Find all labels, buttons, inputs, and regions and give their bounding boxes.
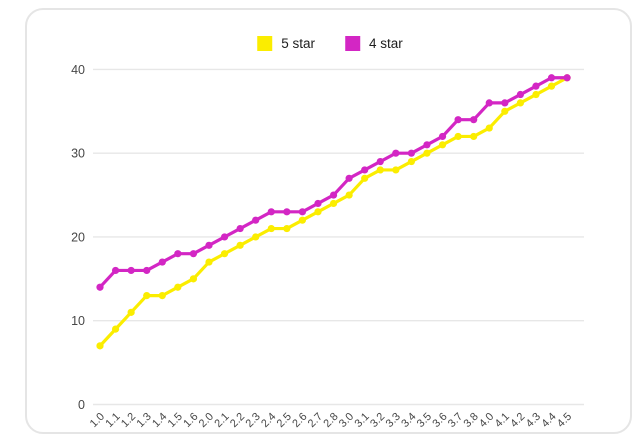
- data-point-4-star-3.8: [470, 116, 478, 124]
- data-point-5-star-3.8: [470, 132, 478, 141]
- series-line-5-star: [98, 76, 569, 348]
- data-point-4-star-1.2: [127, 266, 135, 275]
- legend-item-5-star: 5 star: [257, 36, 315, 51]
- data-point-4-star-1.0: [96, 283, 104, 291]
- data-point-5-star-3.3: [392, 166, 400, 174]
- chart-legend: 5 star 4 star: [257, 36, 403, 51]
- series-line-4-star: [98, 76, 569, 289]
- data-point-4-star-2.2: [236, 224, 244, 233]
- data-point-4-star-3.3: [392, 149, 400, 157]
- data-point-5-star-2.2: [236, 241, 244, 249]
- data-point-5-star-1.0: [96, 342, 104, 350]
- data-point-5-star-3.2: [376, 166, 384, 174]
- data-point-4-star-4.1: [501, 99, 509, 107]
- data-point-4-star-2.7: [314, 199, 322, 208]
- y-tick-label-40: 40: [71, 63, 85, 77]
- data-point-5-star-3.4: [407, 157, 415, 166]
- y-tick-label-30: 30: [71, 147, 85, 161]
- data-point-4-star-1.4: [158, 258, 166, 266]
- data-point-4-star-4.5: [563, 74, 571, 82]
- data-point-5-star-2.3: [252, 233, 260, 241]
- data-point-5-star-3.1: [361, 174, 369, 182]
- data-point-5-star-2.4: [267, 224, 275, 233]
- data-point-4-star-4.0: [485, 99, 493, 107]
- data-point-5-star-3.0: [345, 191, 353, 199]
- data-point-4-star-4.2: [516, 90, 524, 99]
- data-point-4-star-3.1: [361, 166, 369, 174]
- data-point-5-star-2.7: [314, 208, 322, 216]
- data-point-4-star-3.7: [454, 116, 462, 124]
- data-point-5-star-4.0: [485, 124, 493, 132]
- legend-label-4-star: 4 star: [369, 36, 403, 51]
- y-tick-label-20: 20: [71, 230, 85, 244]
- data-point-4-star-2.1: [220, 233, 229, 241]
- legend-label-5-star: 5 star: [281, 36, 315, 51]
- legend-swatch-4-star-icon: [345, 36, 360, 51]
- data-point-5-star-2.5: [283, 224, 291, 233]
- data-point-5-star-4.3: [532, 90, 540, 99]
- data-point-4-star-2.3: [252, 216, 260, 224]
- data-point-4-star-2.8: [329, 191, 338, 199]
- data-point-5-star-3.7: [454, 132, 462, 141]
- data-point-4-star-4.4: [547, 74, 556, 82]
- data-point-5-star-2.6: [298, 216, 307, 224]
- data-point-5-star-4.2: [516, 99, 524, 107]
- data-point-5-star-4.1: [501, 107, 509, 115]
- legend-swatch-5-star-icon: [257, 36, 273, 51]
- data-point-4-star-2.4: [267, 208, 275, 216]
- data-point-4-star-2.5: [283, 208, 291, 216]
- data-point-4-star-2.6: [298, 208, 307, 216]
- y-tick-label-10: 10: [71, 314, 85, 328]
- data-point-5-star-2.0: [205, 258, 213, 266]
- data-point-4-star-3.2: [376, 157, 384, 166]
- data-point-4-star-3.5: [423, 141, 431, 149]
- data-point-5-star-1.4: [158, 291, 166, 300]
- data-point-5-star-2.8: [329, 199, 338, 208]
- data-point-5-star-1.5: [174, 283, 182, 291]
- data-point-4-star-3.4: [407, 149, 415, 157]
- data-point-5-star-3.6: [438, 141, 447, 149]
- data-point-4-star-1.6: [189, 250, 198, 258]
- data-point-5-star-1.1: [111, 325, 120, 333]
- data-point-5-star-1.6: [189, 275, 198, 283]
- legend-item-4-star: 4 star: [345, 36, 403, 51]
- x-tick-label-4.5: 4.5: [555, 411, 574, 430]
- data-point-4-star-2.0: [205, 241, 213, 249]
- y-tick-label-0: 0: [78, 398, 85, 412]
- data-point-5-star-4.4: [547, 82, 556, 90]
- data-point-4-star-1.5: [174, 250, 182, 258]
- data-point-5-star-1.2: [127, 308, 135, 316]
- data-point-4-star-3.0: [345, 174, 353, 182]
- data-point-5-star-2.1: [220, 250, 229, 258]
- data-point-5-star-3.5: [423, 149, 431, 157]
- data-point-5-star-1.3: [143, 291, 151, 300]
- data-point-4-star-4.3: [532, 82, 540, 90]
- data-point-4-star-1.1: [111, 266, 120, 275]
- data-point-4-star-3.6: [438, 132, 447, 141]
- data-point-4-star-1.3: [143, 266, 151, 275]
- chart-card: [25, 8, 632, 434]
